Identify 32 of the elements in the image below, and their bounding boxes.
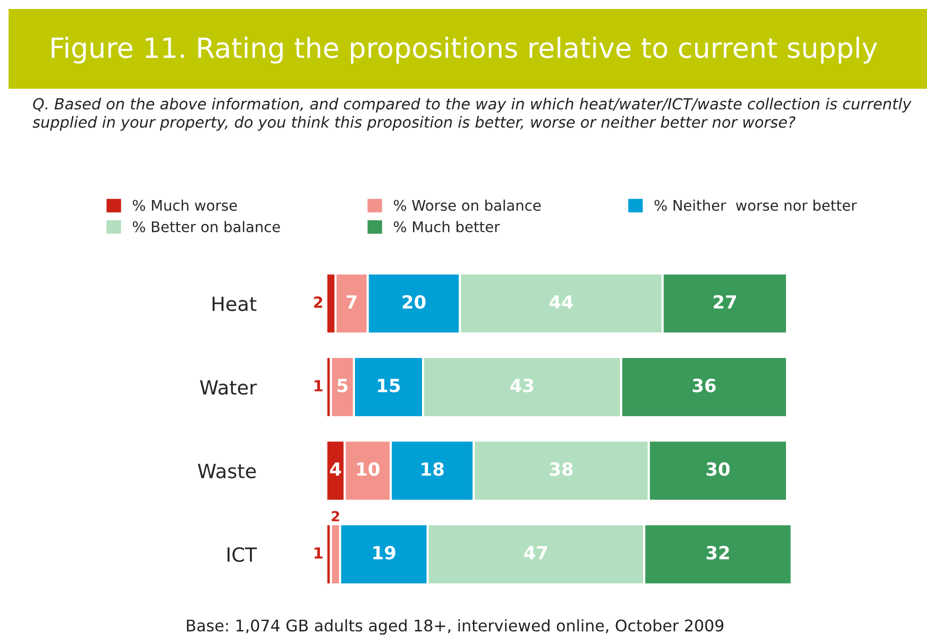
data-label: 38 [550,462,573,476]
text: Base: 1,074 GB adults aged 18+, interviewed online, October 2009 [186,619,724,635]
data-label: 32 [706,546,729,560]
y-tick-label: Water [200,380,257,395]
data-label: 27 [714,295,736,308]
data-label: 15 [378,378,400,392]
y-tick-label: ICT [228,547,257,562]
data-label: 18 [422,462,444,476]
data-label: 44 [550,295,574,308]
chart-subtitle: Q. Based on the above information, and compared to the way in which heat/water/ICT/waste collection is currently supplied in your property, do you think this proposition is better, worse or neither better nor worse? [32,98,912,131]
data-label: 5 [338,378,348,392]
data-label: 4 [330,462,341,476]
data-label: 43 [510,378,534,392]
data-label: 10 [357,462,380,476]
data-label: 30 [706,462,730,476]
legend-label: % Much worse [132,200,237,211]
data-label: 1 [314,380,322,392]
legend-label: % Worse on balance [394,200,541,211]
y-tick-label: Heat [212,296,256,312]
legend-label: % Much better [394,221,500,232]
y-tick-label: Waste [198,464,256,478]
data-label: 36 [692,378,716,392]
chart-title: Figure 11. Rating the propositions relative to current supply [52,36,878,64]
data-label: 1 [314,547,322,558]
data-label: 7 [346,295,356,308]
legend-label: % Better on balance [132,221,280,232]
data-label: 2 [332,510,340,522]
data-label: 2 [314,296,322,308]
data-label: 20 [402,295,426,309]
data-label: 47 [524,546,548,560]
legend-label: % Neither worse nor better [654,200,857,211]
data-label: 19 [373,546,396,560]
